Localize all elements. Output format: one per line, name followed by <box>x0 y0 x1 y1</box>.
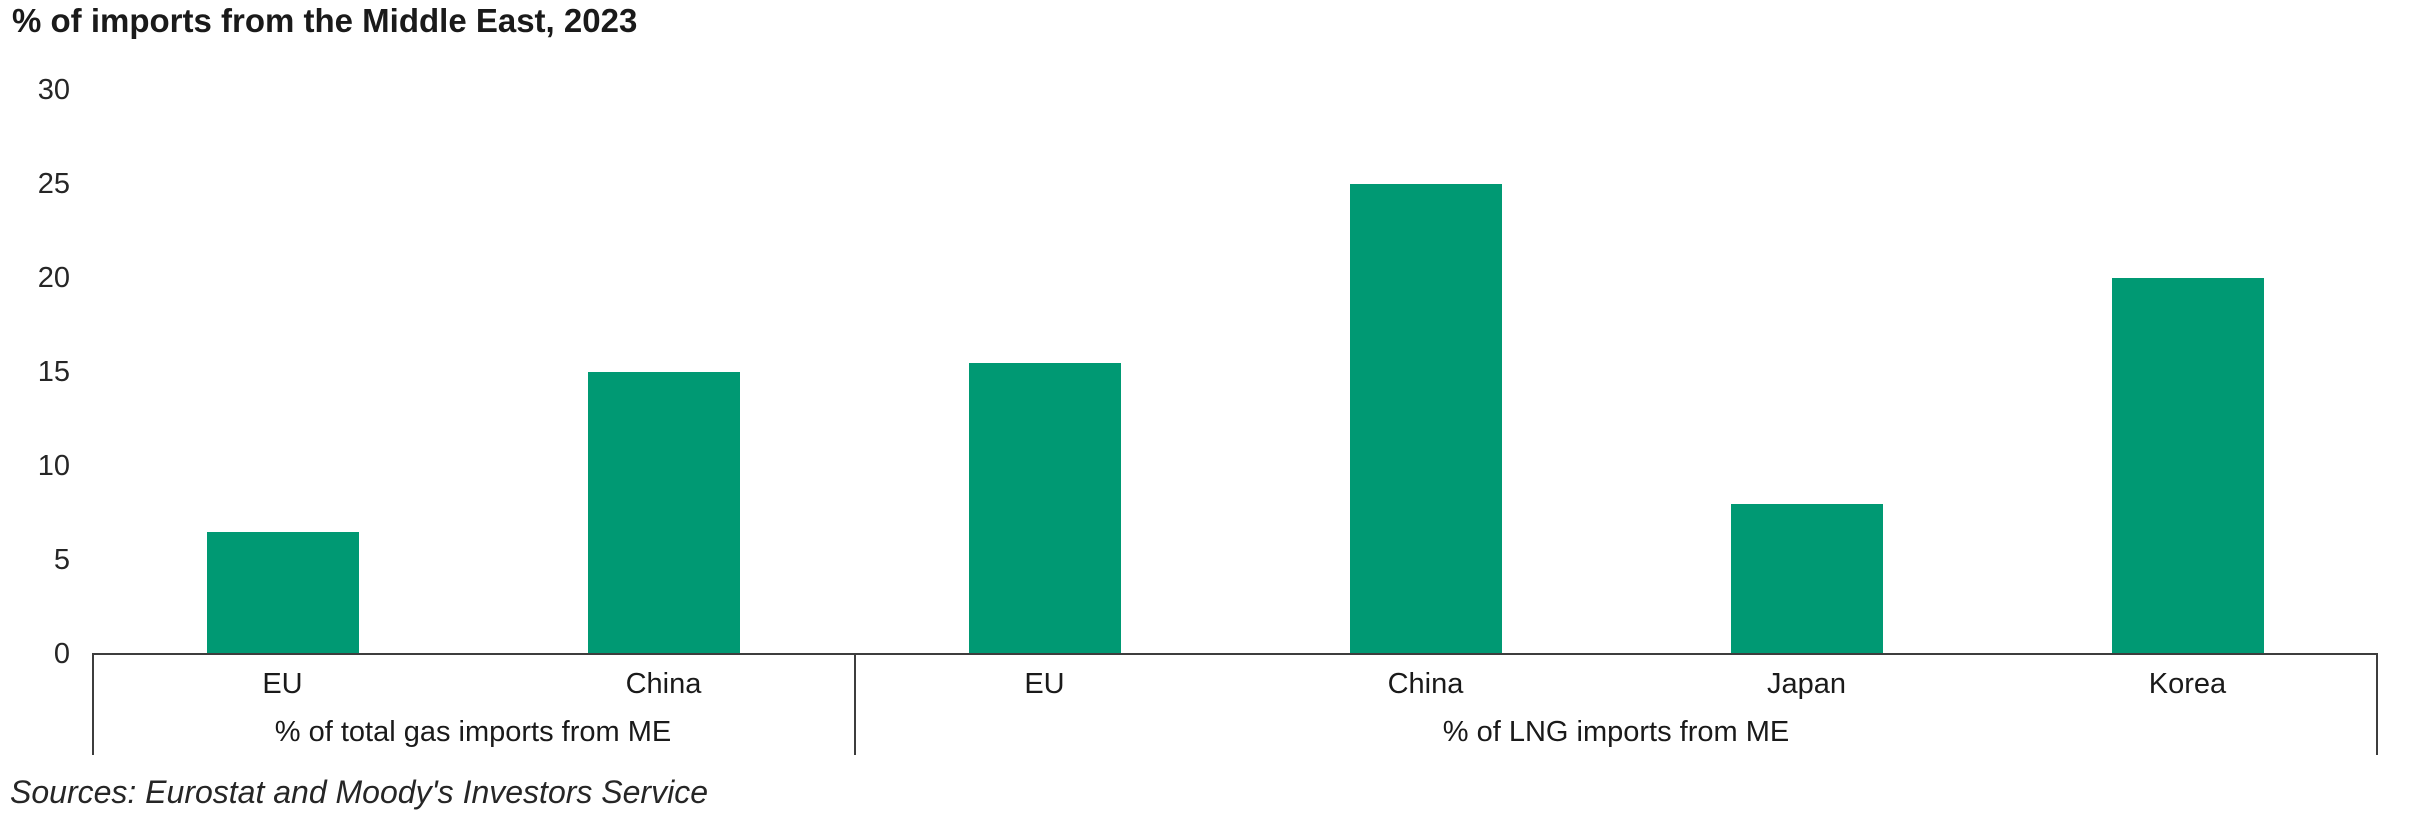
group-divider-line <box>854 654 856 755</box>
bar <box>1349 184 1502 654</box>
bar <box>1730 503 1883 654</box>
y-tick-label: 15 <box>37 355 70 388</box>
y-tick-label: 5 <box>53 543 70 576</box>
axis-bracket-left-line <box>92 654 94 755</box>
category-label: EU <box>262 668 303 700</box>
y-tick-label: 25 <box>37 167 70 200</box>
bar <box>206 531 359 654</box>
bar <box>968 362 1121 654</box>
group-label: % of total gas imports from ME <box>274 716 672 748</box>
bar <box>587 372 740 654</box>
y-tick-label: 0 <box>53 637 70 670</box>
category-label: China <box>1387 668 1464 700</box>
y-tick-label: 20 <box>37 261 70 294</box>
y-tick-label: 30 <box>37 73 70 106</box>
chart-title: % of imports from the Middle East, 2023 <box>12 2 638 39</box>
axis-bracket-right-line <box>2376 654 2378 755</box>
category-label: EU <box>1024 668 1065 700</box>
category-label: Korea <box>2148 668 2227 700</box>
category-label: Japan <box>1766 668 1846 700</box>
source-note: Sources: Eurostat and Moody's Investors … <box>10 774 708 810</box>
y-tick-label: 10 <box>37 449 70 482</box>
category-label: China <box>625 668 702 700</box>
x-axis-line <box>92 653 2378 655</box>
bar <box>2111 278 2264 654</box>
group-label: % of LNG imports from ME <box>1442 716 1790 748</box>
